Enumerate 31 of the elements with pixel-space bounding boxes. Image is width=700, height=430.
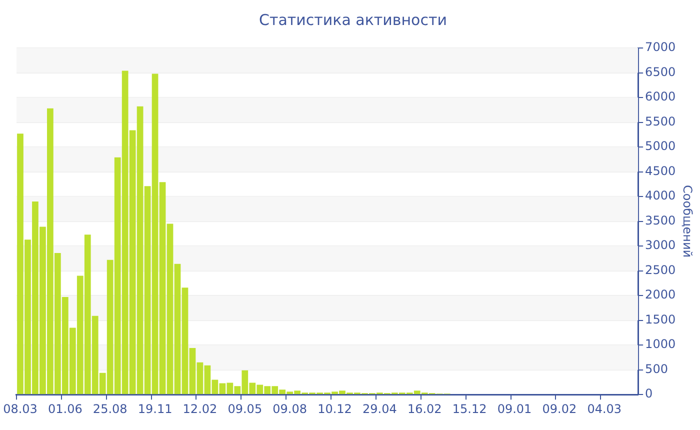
y-tick-label: 500 xyxy=(645,362,668,376)
y-tick-label: 4000 xyxy=(645,188,676,203)
x-tick-label: 29.04 xyxy=(362,402,397,416)
x-tick-label: 25.08 xyxy=(92,402,128,416)
y-tick-label: 6500 xyxy=(645,64,676,79)
x-tick-label: 10.12 xyxy=(318,402,352,416)
y-tick-label: 5500 xyxy=(645,114,676,128)
y-tick-label: 2500 xyxy=(645,262,676,277)
x-tick-label: 19.11 xyxy=(138,402,172,416)
x-tick-label: 08.03 xyxy=(3,402,38,416)
x-tick-label: 12.02 xyxy=(182,402,218,416)
chart-title: Статистика активности xyxy=(259,10,447,29)
y-tick-label: 5000 xyxy=(645,139,676,154)
y-tick-label: 6000 xyxy=(645,90,676,104)
y-tick-label: 2000 xyxy=(645,288,676,302)
x-tick-label: 04.03 xyxy=(587,402,622,416)
x-tick-label: 16.02 xyxy=(407,402,442,416)
x-tick-label: 15.12 xyxy=(452,402,487,416)
y-tick-label: 1000 xyxy=(645,337,676,352)
y-tick-label: 7000 xyxy=(645,40,676,54)
y-tick-label: 3000 xyxy=(645,238,676,252)
y-axis-title: Сообщений xyxy=(680,185,695,258)
y-tick-label: 0 xyxy=(645,386,653,401)
x-tick-label: 09.08 xyxy=(272,402,308,416)
x-tick-label: 01.06 xyxy=(48,402,82,416)
y-tick-label: 3500 xyxy=(645,213,676,228)
y-tick-label: 4500 xyxy=(645,164,676,178)
x-tick-label: 09.01 xyxy=(497,402,532,416)
x-tick-label: 09.02 xyxy=(542,402,577,416)
x-tick-label: 09.05 xyxy=(228,402,262,416)
y-tick-label: 1500 xyxy=(645,312,676,326)
